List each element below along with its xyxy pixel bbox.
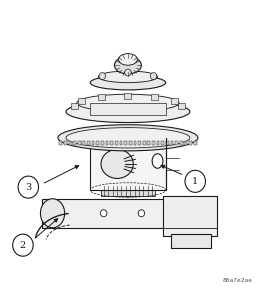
FancyBboxPatch shape <box>151 94 158 100</box>
Ellipse shape <box>98 71 157 83</box>
FancyBboxPatch shape <box>69 141 71 145</box>
FancyBboxPatch shape <box>178 103 185 109</box>
FancyBboxPatch shape <box>152 141 155 145</box>
FancyBboxPatch shape <box>59 141 62 145</box>
Ellipse shape <box>101 183 155 197</box>
FancyBboxPatch shape <box>97 94 104 100</box>
FancyBboxPatch shape <box>96 141 99 145</box>
FancyBboxPatch shape <box>120 141 122 145</box>
FancyBboxPatch shape <box>78 98 85 104</box>
Text: 80a7e2ae: 80a7e2ae <box>222 278 252 283</box>
FancyBboxPatch shape <box>87 141 90 145</box>
FancyBboxPatch shape <box>161 141 164 145</box>
FancyBboxPatch shape <box>106 141 108 145</box>
Ellipse shape <box>119 54 137 65</box>
Ellipse shape <box>101 149 133 178</box>
FancyBboxPatch shape <box>185 141 187 145</box>
Ellipse shape <box>66 128 190 148</box>
FancyBboxPatch shape <box>90 138 166 190</box>
FancyBboxPatch shape <box>129 141 132 145</box>
Circle shape <box>138 210 145 217</box>
FancyBboxPatch shape <box>78 141 81 145</box>
FancyBboxPatch shape <box>73 141 76 145</box>
FancyBboxPatch shape <box>171 234 211 248</box>
FancyBboxPatch shape <box>175 141 178 145</box>
FancyBboxPatch shape <box>134 141 136 145</box>
Circle shape <box>150 73 157 80</box>
FancyBboxPatch shape <box>70 103 78 109</box>
Circle shape <box>185 170 205 193</box>
Ellipse shape <box>115 57 141 74</box>
Ellipse shape <box>152 154 163 168</box>
FancyBboxPatch shape <box>101 186 155 196</box>
FancyBboxPatch shape <box>92 141 94 145</box>
FancyBboxPatch shape <box>124 141 127 145</box>
FancyBboxPatch shape <box>194 141 197 145</box>
FancyBboxPatch shape <box>166 141 169 145</box>
FancyBboxPatch shape <box>138 141 141 145</box>
FancyBboxPatch shape <box>90 103 166 115</box>
FancyBboxPatch shape <box>64 141 67 145</box>
FancyBboxPatch shape <box>147 141 150 145</box>
Circle shape <box>100 210 107 217</box>
FancyBboxPatch shape <box>124 93 131 99</box>
FancyBboxPatch shape <box>143 141 146 145</box>
FancyBboxPatch shape <box>42 199 190 228</box>
Ellipse shape <box>77 94 179 112</box>
Text: 3: 3 <box>25 183 32 192</box>
Circle shape <box>99 73 106 80</box>
FancyBboxPatch shape <box>157 141 159 145</box>
FancyBboxPatch shape <box>110 141 113 145</box>
Circle shape <box>125 69 131 76</box>
Text: 1: 1 <box>192 177 198 186</box>
FancyBboxPatch shape <box>171 98 178 104</box>
Circle shape <box>13 234 33 256</box>
Ellipse shape <box>90 75 166 90</box>
FancyBboxPatch shape <box>171 141 173 145</box>
Circle shape <box>18 176 39 198</box>
Ellipse shape <box>41 199 65 228</box>
Text: 2: 2 <box>20 241 26 250</box>
Ellipse shape <box>66 101 190 122</box>
Ellipse shape <box>90 131 166 145</box>
FancyBboxPatch shape <box>82 141 85 145</box>
FancyBboxPatch shape <box>163 196 217 236</box>
FancyBboxPatch shape <box>189 141 192 145</box>
FancyBboxPatch shape <box>115 141 118 145</box>
FancyBboxPatch shape <box>180 141 183 145</box>
FancyBboxPatch shape <box>101 141 104 145</box>
Ellipse shape <box>58 125 198 151</box>
